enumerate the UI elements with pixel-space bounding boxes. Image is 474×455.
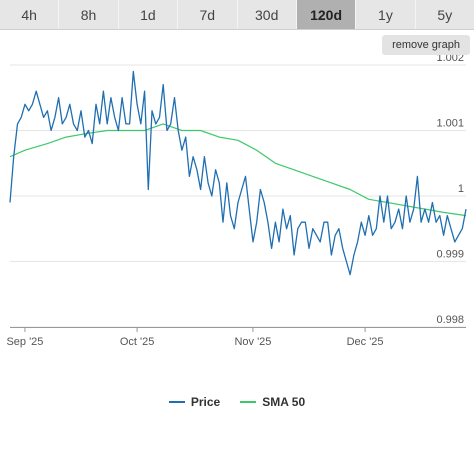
y-tick-label: 1.002 [436, 55, 464, 64]
x-tick-label: Oct '25 [120, 336, 155, 348]
x-tick-label: Nov '25 [234, 336, 271, 348]
x-tick-label: Dec '25 [347, 336, 384, 348]
remove-graph-button[interactable]: remove graph [382, 35, 470, 55]
tab-30d[interactable]: 30d [238, 0, 297, 29]
tab-4h[interactable]: 4h [0, 0, 60, 29]
tab-8h[interactable]: 8h [59, 0, 119, 29]
legend-label-price: Price [190, 395, 221, 409]
tab-120d[interactable]: 120d [296, 0, 357, 29]
legend-item-price[interactable]: Price [168, 395, 221, 409]
chart-legend: Price SMA 50 [0, 392, 474, 412]
timeframe-tabs: 4h 8h 1d 7d 30d 120d 1y 5y [0, 0, 474, 30]
tab-7d[interactable]: 7d [178, 0, 238, 29]
legend-swatch-sma50 [240, 401, 257, 403]
legend-label-sma50: SMA 50 [262, 395, 306, 409]
tab-1d[interactable]: 1d [119, 0, 179, 29]
tab-5y[interactable]: 5y [437, 6, 453, 23]
y-tick-label: 1 [458, 183, 464, 195]
series-line-price [9, 70, 467, 276]
x-tick-label: Sep '25 [6, 336, 43, 348]
y-tick-label: 1.001 [436, 118, 464, 130]
y-tick-label: 0.999 [436, 249, 464, 261]
y-tick-label: 0.998 [436, 314, 464, 326]
legend-swatch-price [168, 401, 185, 403]
price-chart: 0.998 0.999 1 1.001 1.002 Sep '25 Oct '25 Nov '… [6, 55, 467, 348]
tab-1y[interactable]: 1y [356, 0, 416, 29]
legend-item-sma50[interactable]: SMA 50 [240, 395, 305, 409]
